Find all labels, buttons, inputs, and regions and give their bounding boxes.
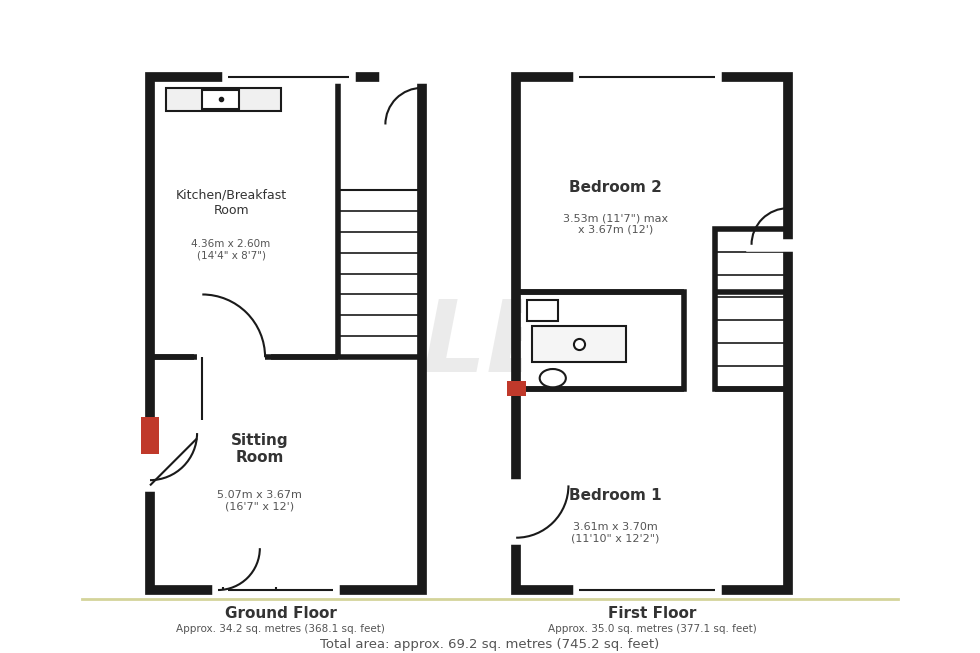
Ellipse shape <box>540 369 565 387</box>
Text: Ground Floor: Ground Floor <box>224 606 337 621</box>
Text: 4.36m x 2.60m
(14'4" x 8'7"): 4.36m x 2.60m (14'4" x 8'7") <box>191 239 270 261</box>
Text: Approx. 34.2 sq. metres (368.1 sq. feet): Approx. 34.2 sq. metres (368.1 sq. feet) <box>176 624 385 634</box>
Bar <box>526 300 558 321</box>
Bar <box>140 417 160 454</box>
Text: Approx. 35.0 sq. metres (377.1 sq. feet): Approx. 35.0 sq. metres (377.1 sq. feet) <box>548 624 757 634</box>
Bar <box>156 84 416 584</box>
Bar <box>202 91 239 109</box>
Bar <box>715 229 788 389</box>
Bar <box>338 190 422 357</box>
Bar <box>150 78 422 590</box>
Bar <box>522 84 782 584</box>
Text: Sitting
Room: Sitting Room <box>231 432 289 465</box>
Text: MILLERS: MILLERS <box>223 296 705 392</box>
Text: 3.61m x 3.70m
(11'10" x 12'2"): 3.61m x 3.70m (11'10" x 12'2") <box>571 522 660 543</box>
Text: Total area: approx. 69.2 sq. metres (745.2 sq. feet): Total area: approx. 69.2 sq. metres (745… <box>320 639 660 652</box>
Bar <box>507 381 525 396</box>
Bar <box>516 78 788 590</box>
Text: Bedroom 1: Bedroom 1 <box>569 488 662 503</box>
Bar <box>532 326 626 362</box>
Text: 3.53m (11'7") max
x 3.67m (12'): 3.53m (11'7") max x 3.67m (12') <box>563 213 668 234</box>
Bar <box>516 292 683 389</box>
Text: 5.07m x 3.67m
(16'7" x 12'): 5.07m x 3.67m (16'7" x 12') <box>218 490 302 512</box>
Bar <box>166 88 280 112</box>
Text: Kitchen/Breakfast
Room: Kitchen/Breakfast Room <box>175 189 286 217</box>
Text: First Floor: First Floor <box>608 606 697 621</box>
Text: Bedroom 2: Bedroom 2 <box>569 180 662 195</box>
